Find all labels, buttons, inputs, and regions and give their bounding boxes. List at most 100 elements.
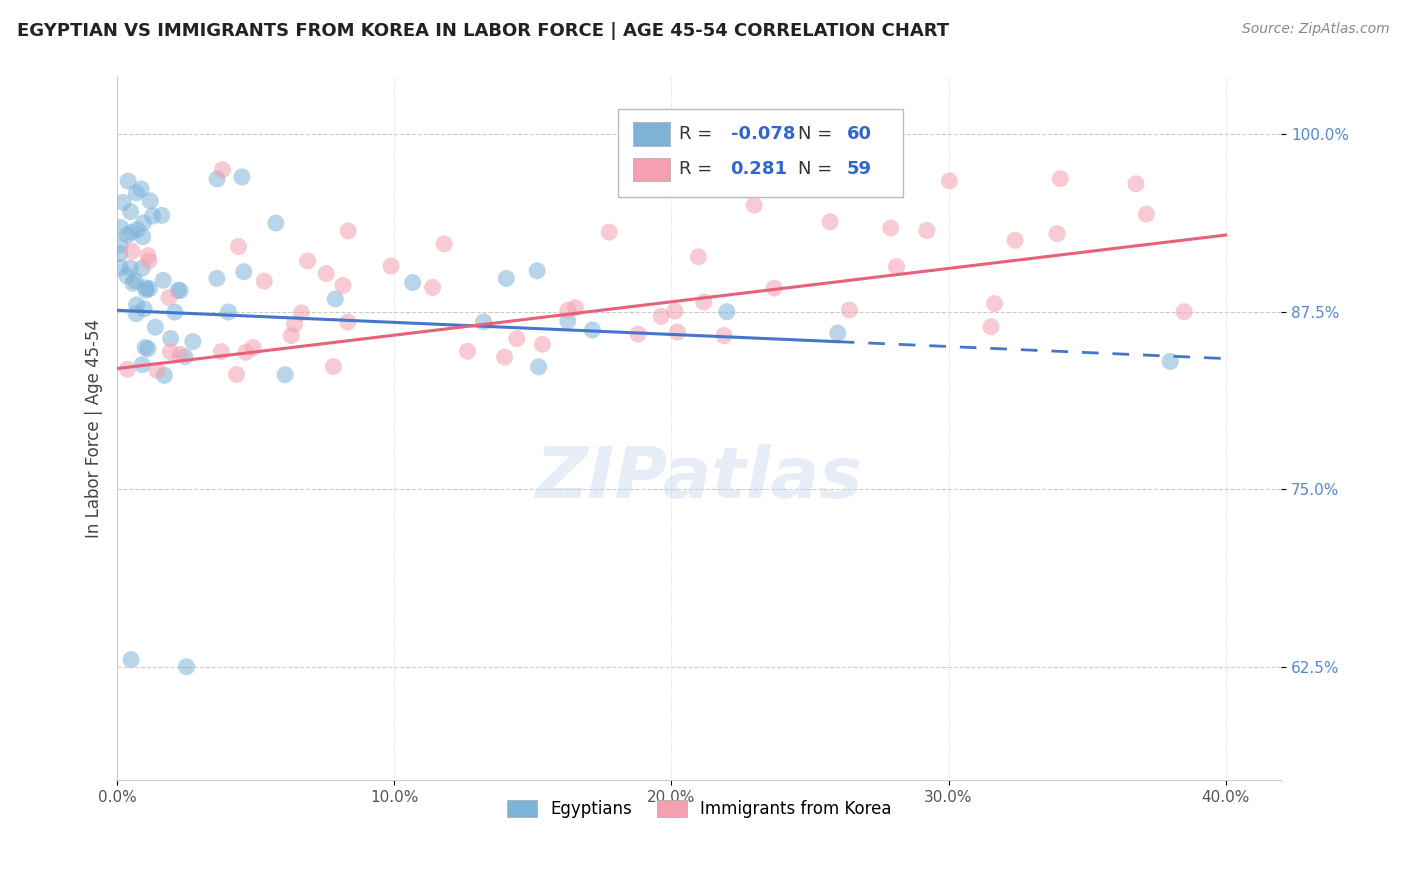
Point xyxy=(115,227,138,242)
Point xyxy=(980,319,1002,334)
Point xyxy=(141,209,163,223)
Point xyxy=(232,265,254,279)
Point xyxy=(1049,171,1071,186)
Point xyxy=(129,182,152,196)
Point xyxy=(242,341,264,355)
Point xyxy=(664,304,686,318)
Point xyxy=(159,331,181,345)
Point xyxy=(131,358,153,372)
Point xyxy=(422,280,444,294)
Point xyxy=(117,174,139,188)
Point xyxy=(336,315,359,329)
Point xyxy=(494,350,516,364)
Point xyxy=(167,283,190,297)
Point xyxy=(526,263,548,277)
Point xyxy=(456,344,478,359)
Bar xyxy=(633,122,671,145)
Point xyxy=(117,362,139,376)
Point xyxy=(159,344,181,359)
Point xyxy=(564,301,586,315)
Point xyxy=(332,278,354,293)
Point xyxy=(401,276,423,290)
Point xyxy=(1004,233,1026,247)
Point xyxy=(131,261,153,276)
Bar xyxy=(633,158,671,181)
Point xyxy=(181,334,204,349)
Point xyxy=(225,368,247,382)
Point xyxy=(152,273,174,287)
Point xyxy=(205,271,228,285)
Point xyxy=(127,222,149,236)
Text: 60: 60 xyxy=(846,125,872,143)
Point xyxy=(108,246,131,260)
Point xyxy=(938,174,960,188)
Point xyxy=(135,281,157,295)
Point xyxy=(108,260,131,275)
Point xyxy=(280,328,302,343)
FancyBboxPatch shape xyxy=(617,109,903,197)
Point xyxy=(134,341,156,355)
Point xyxy=(297,254,319,268)
Point xyxy=(120,652,142,666)
Point xyxy=(713,328,735,343)
Point xyxy=(135,283,157,297)
Point xyxy=(290,306,312,320)
Text: 0.281: 0.281 xyxy=(731,160,787,178)
Point xyxy=(818,215,841,229)
Point xyxy=(666,325,689,339)
Text: N =: N = xyxy=(799,125,838,143)
Point xyxy=(176,659,198,673)
Text: N =: N = xyxy=(799,160,838,178)
Point xyxy=(121,277,143,291)
Point xyxy=(173,350,195,364)
Point xyxy=(1173,304,1195,318)
Point xyxy=(112,195,135,210)
Point xyxy=(838,303,860,318)
Point xyxy=(915,223,938,237)
Point xyxy=(506,332,529,346)
Point xyxy=(120,225,142,239)
Point xyxy=(688,250,710,264)
Text: ZIPatlas: ZIPatlas xyxy=(536,443,863,513)
Point xyxy=(380,259,402,273)
Point xyxy=(209,344,232,359)
Point xyxy=(1135,207,1157,221)
Y-axis label: In Labor Force | Age 45-54: In Labor Force | Age 45-54 xyxy=(86,319,103,539)
Point xyxy=(531,337,554,351)
Point xyxy=(138,282,160,296)
Point xyxy=(274,368,297,382)
Point xyxy=(1046,227,1069,241)
Point xyxy=(153,368,176,383)
Point xyxy=(1125,177,1147,191)
Point xyxy=(235,345,257,359)
Legend: Egyptians, Immigrants from Korea: Egyptians, Immigrants from Korea xyxy=(501,793,898,825)
Point xyxy=(169,284,191,298)
Point xyxy=(557,303,579,318)
Point xyxy=(217,305,239,319)
Point xyxy=(125,186,148,200)
Point xyxy=(150,208,173,222)
Point xyxy=(598,225,620,239)
Point xyxy=(886,260,908,274)
Point xyxy=(557,314,579,328)
Point xyxy=(742,198,765,212)
Point xyxy=(138,254,160,268)
Point xyxy=(134,301,156,316)
Point xyxy=(146,363,169,377)
Point xyxy=(110,238,132,252)
Point xyxy=(264,216,287,230)
Point xyxy=(124,274,146,288)
Point xyxy=(716,304,738,318)
Point xyxy=(650,310,672,324)
Point xyxy=(132,216,155,230)
Point xyxy=(472,315,495,329)
Point xyxy=(143,320,166,334)
Point xyxy=(495,271,517,285)
Point xyxy=(157,291,180,305)
Point xyxy=(433,236,456,251)
Point xyxy=(581,323,603,337)
Point xyxy=(115,268,138,283)
Point xyxy=(125,298,148,312)
Text: EGYPTIAN VS IMMIGRANTS FROM KOREA IN LABOR FORCE | AGE 45-54 CORRELATION CHART: EGYPTIAN VS IMMIGRANTS FROM KOREA IN LAB… xyxy=(17,22,949,40)
Text: 59: 59 xyxy=(846,160,872,178)
